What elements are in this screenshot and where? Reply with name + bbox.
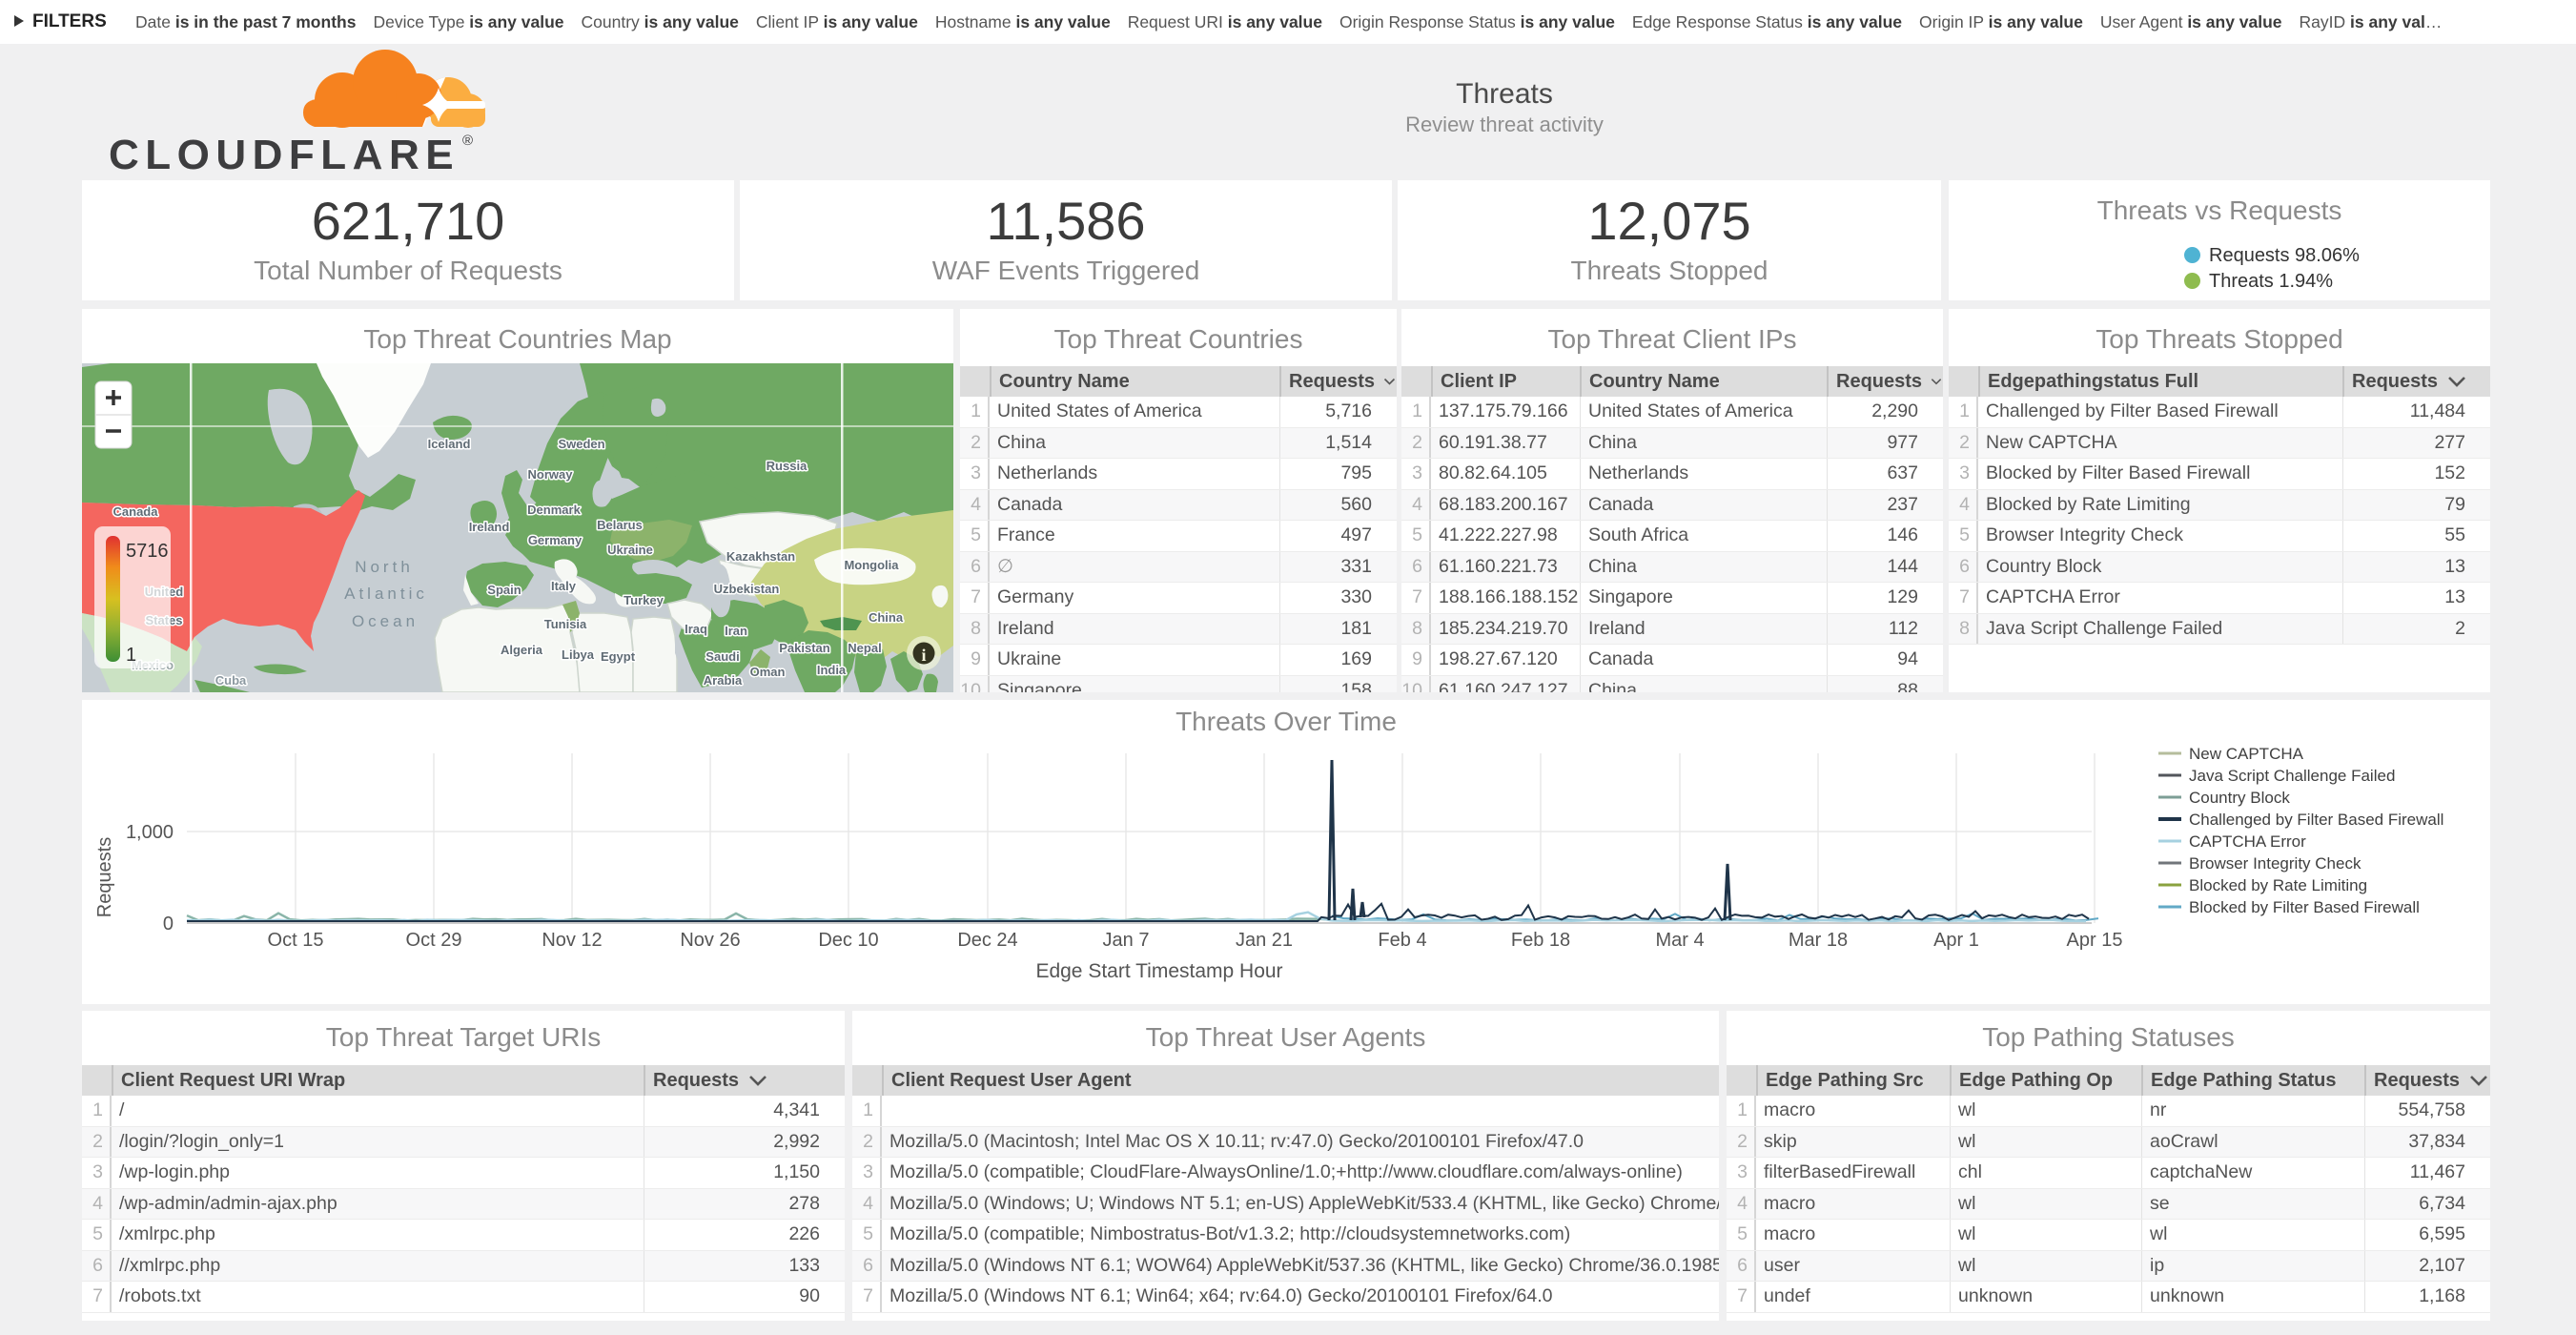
svg-text:Dec 10: Dec 10 xyxy=(818,930,878,951)
svg-text:Feb 4: Feb 4 xyxy=(1378,930,1426,951)
svg-text:Nov 12: Nov 12 xyxy=(542,930,602,951)
svg-text:Oct 15: Oct 15 xyxy=(268,930,324,951)
svg-text:Mar 18: Mar 18 xyxy=(1789,930,1848,951)
svg-text:Algeria: Algeria xyxy=(501,643,543,657)
svg-text:Atlantic: Atlantic xyxy=(344,585,428,603)
svg-text:Apr 15: Apr 15 xyxy=(2067,930,2123,951)
svg-text:Russia: Russia xyxy=(767,459,808,473)
svg-text:5716: 5716 xyxy=(126,541,169,562)
svg-text:Ocean: Ocean xyxy=(352,612,419,630)
svg-text:Germany: Germany xyxy=(528,533,583,547)
svg-text:Belarus: Belarus xyxy=(597,518,643,532)
svg-text:Requests: Requests xyxy=(94,837,115,918)
svg-text:1: 1 xyxy=(126,645,136,666)
svg-text:Feb 18: Feb 18 xyxy=(1511,930,1570,951)
svg-text:Canada: Canada xyxy=(113,504,159,519)
svg-text:Mar 4: Mar 4 xyxy=(1655,930,1704,951)
svg-text:Iraq: Iraq xyxy=(685,622,707,636)
svg-text:Tunisia: Tunisia xyxy=(544,617,587,631)
svg-text:Apr 1: Apr 1 xyxy=(1933,930,1979,951)
svg-text:Italy: Italy xyxy=(551,579,577,593)
svg-text:Ukraine: Ukraine xyxy=(607,543,653,557)
svg-text:Uzbekistan: Uzbekistan xyxy=(714,582,780,596)
svg-text:Mongolia: Mongolia xyxy=(844,558,899,572)
svg-text:CLOUDFLARE: CLOUDFLARE xyxy=(109,132,460,174)
svg-text:Norway: Norway xyxy=(528,467,574,482)
svg-text:Ireland: Ireland xyxy=(469,520,510,534)
svg-text:India: India xyxy=(817,663,847,677)
svg-text:Dec 24: Dec 24 xyxy=(957,930,1017,951)
svg-text:Jan 21: Jan 21 xyxy=(1236,930,1293,951)
svg-text:Iceland: Iceland xyxy=(428,437,471,451)
svg-text:Arabia: Arabia xyxy=(704,673,743,688)
svg-text:0: 0 xyxy=(163,914,174,934)
svg-text:Egypt: Egypt xyxy=(601,649,636,664)
svg-text:Blocked by Rate Limiting: Blocked by Rate Limiting xyxy=(2189,876,2367,894)
svg-text:Sweden: Sweden xyxy=(558,437,604,451)
svg-text:Nov 26: Nov 26 xyxy=(680,930,740,951)
svg-text:®: ® xyxy=(462,133,473,149)
svg-text:Jan 7: Jan 7 xyxy=(1103,930,1150,951)
svg-text:1,000: 1,000 xyxy=(126,822,174,843)
svg-text:China: China xyxy=(869,610,904,625)
svg-text:Pakistan: Pakistan xyxy=(779,641,830,655)
svg-text:i: i xyxy=(921,646,926,665)
svg-text:Challenged by Filter Based Fir: Challenged by Filter Based Firewall xyxy=(2189,811,2443,829)
svg-text:Browser Integrity Check: Browser Integrity Check xyxy=(2189,854,2361,873)
svg-text:Iran: Iran xyxy=(725,624,747,638)
svg-text:Turkey: Turkey xyxy=(624,593,664,607)
svg-text:Java Script Challenge Failed: Java Script Challenge Failed xyxy=(2189,767,2395,785)
svg-text:Blocked by Filter Based Firewa: Blocked by Filter Based Firewall xyxy=(2189,898,2420,916)
svg-text:Country Block: Country Block xyxy=(2189,789,2290,807)
svg-text:Libya: Libya xyxy=(562,647,595,662)
svg-text:Denmark: Denmark xyxy=(527,503,581,517)
svg-text:Kazakhstan: Kazakhstan xyxy=(726,549,795,564)
svg-text:Cuba: Cuba xyxy=(215,673,247,688)
svg-text:New CAPTCHA: New CAPTCHA xyxy=(2189,745,2304,763)
svg-text:Nepal: Nepal xyxy=(848,641,881,655)
svg-text:Oct 29: Oct 29 xyxy=(406,930,462,951)
svg-text:Spain: Spain xyxy=(487,583,521,597)
svg-text:Oman: Oman xyxy=(750,665,786,679)
svg-text:CAPTCHA Error: CAPTCHA Error xyxy=(2189,832,2306,851)
svg-text:Edge Start Timestamp Hour: Edge Start Timestamp Hour xyxy=(1035,960,1282,982)
svg-text:North: North xyxy=(355,558,414,576)
svg-text:Saudi: Saudi xyxy=(705,649,739,664)
